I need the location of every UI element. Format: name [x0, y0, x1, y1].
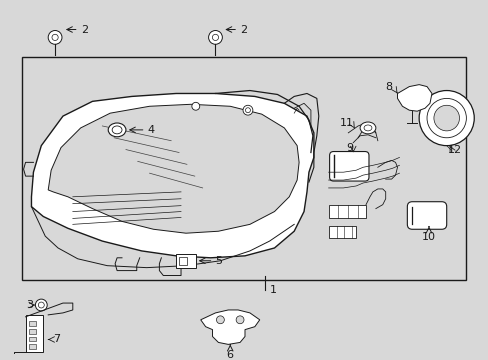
Text: 10: 10 — [421, 232, 435, 242]
Circle shape — [191, 102, 199, 110]
Text: 8: 8 — [385, 82, 392, 91]
Polygon shape — [200, 310, 259, 345]
Circle shape — [418, 90, 473, 146]
FancyBboxPatch shape — [329, 152, 368, 181]
Text: 7: 7 — [53, 334, 60, 345]
Circle shape — [433, 105, 459, 131]
Text: 5: 5 — [215, 256, 222, 266]
Bar — [28, 329, 36, 334]
Circle shape — [52, 34, 58, 40]
Bar — [28, 337, 36, 341]
Circle shape — [236, 316, 244, 324]
Text: 2: 2 — [240, 24, 247, 35]
Text: 4: 4 — [147, 125, 154, 135]
Bar — [28, 321, 36, 326]
Text: 9: 9 — [346, 143, 353, 153]
Circle shape — [245, 108, 250, 113]
Polygon shape — [397, 85, 431, 111]
Bar — [179, 257, 186, 265]
Text: 3: 3 — [26, 300, 33, 310]
Circle shape — [426, 98, 466, 138]
Ellipse shape — [112, 126, 122, 134]
Circle shape — [212, 34, 218, 40]
Polygon shape — [48, 104, 299, 233]
Text: 12: 12 — [447, 145, 461, 154]
Circle shape — [216, 316, 224, 324]
Bar — [25, 315, 43, 352]
Circle shape — [38, 302, 44, 308]
Text: 6: 6 — [226, 350, 233, 360]
Text: 1: 1 — [269, 285, 276, 295]
Bar — [21, 57, 466, 280]
Bar — [28, 345, 36, 349]
Bar — [176, 254, 195, 267]
Circle shape — [208, 31, 222, 44]
Bar — [328, 226, 355, 238]
Circle shape — [243, 105, 252, 115]
Ellipse shape — [359, 122, 375, 134]
Ellipse shape — [363, 125, 371, 131]
Text: 11: 11 — [339, 118, 353, 128]
Text: 2: 2 — [81, 24, 88, 35]
Circle shape — [35, 299, 47, 311]
Ellipse shape — [108, 123, 126, 137]
FancyBboxPatch shape — [407, 202, 446, 229]
Circle shape — [48, 31, 62, 44]
Bar — [328, 205, 366, 219]
Polygon shape — [31, 94, 313, 258]
